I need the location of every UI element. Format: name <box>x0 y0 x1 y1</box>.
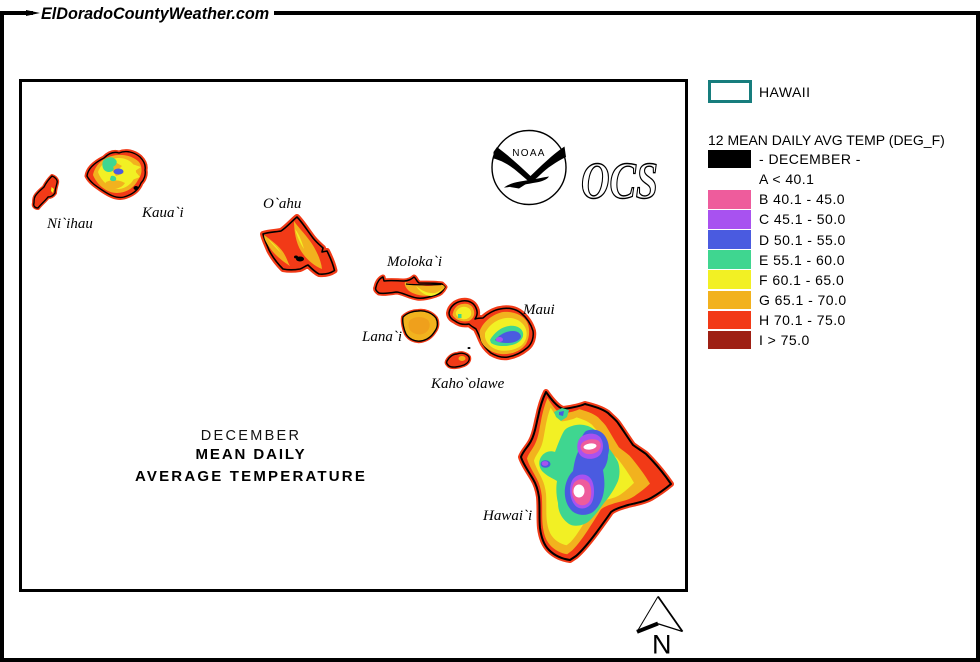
svg-text:Ni`ihau: Ni`ihau <box>46 216 93 232</box>
svg-text:NOAA: NOAA <box>512 148 546 159</box>
svg-text:Maui: Maui <box>522 302 555 318</box>
svg-text:Kaho`olawe: Kaho`olawe <box>430 376 505 392</box>
svg-text:OCS: OCS <box>581 152 658 209</box>
svg-text:N: N <box>652 630 672 660</box>
svg-text:Lana`i: Lana`i <box>361 329 402 345</box>
svg-text:O`ahu: O`ahu <box>263 196 301 212</box>
svg-text:Moloka`i: Moloka`i <box>386 254 442 270</box>
svg-text:Hawai`i: Hawai`i <box>482 508 532 524</box>
svg-text:Kaua`i: Kaua`i <box>141 205 184 221</box>
